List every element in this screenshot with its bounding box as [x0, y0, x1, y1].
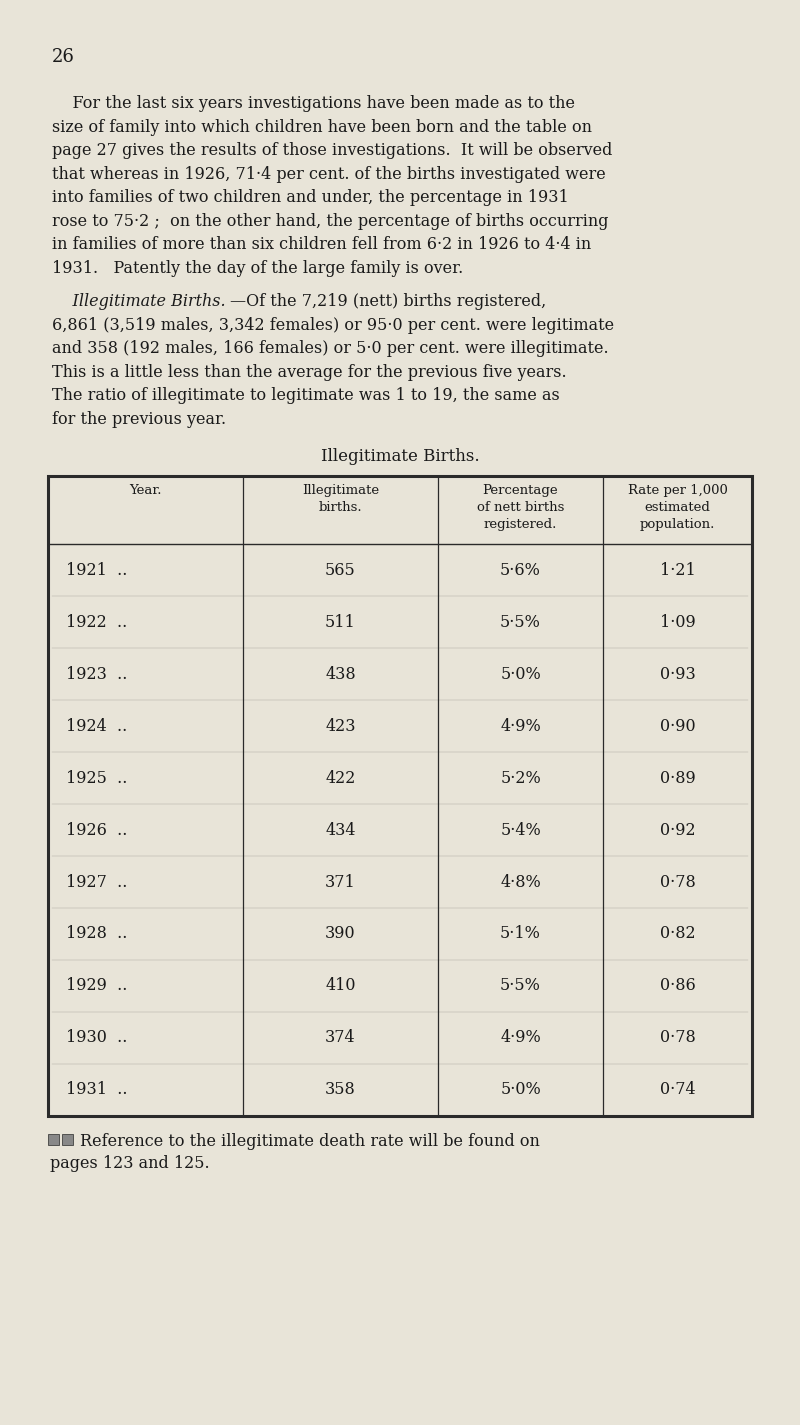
Text: 0·89: 0·89 — [660, 770, 695, 787]
Text: This is a little less than the average for the previous five years.: This is a little less than the average f… — [52, 363, 566, 380]
Text: 5·6%: 5·6% — [500, 561, 541, 579]
Text: 1926  ..: 1926 .. — [66, 821, 127, 838]
Text: 5·1%: 5·1% — [500, 925, 541, 942]
Text: Illegitimate Births.: Illegitimate Births. — [321, 447, 479, 465]
Text: 410: 410 — [326, 978, 356, 995]
Text: 0·92: 0·92 — [660, 821, 695, 838]
Text: 1931  ..: 1931 .. — [66, 1082, 127, 1099]
Text: 434: 434 — [326, 821, 356, 838]
Text: 0·78: 0·78 — [660, 874, 695, 891]
Text: 5·2%: 5·2% — [500, 770, 541, 787]
Text: in families of more than six children fell from 6·2 in 1926 to 4·4 in: in families of more than six children fe… — [52, 237, 591, 254]
Bar — [62, 1134, 73, 1146]
Text: Year.: Year. — [130, 485, 162, 497]
Text: 438: 438 — [325, 665, 356, 683]
Text: 0·93: 0·93 — [660, 665, 695, 683]
Text: that whereas in 1926, 71·4 per cent. of the births investigated were: that whereas in 1926, 71·4 per cent. of … — [52, 165, 606, 182]
Text: size of family into which children have been born and the table on: size of family into which children have … — [52, 118, 592, 135]
Text: 1931.   Patently the day of the large family is over.: 1931. Patently the day of the large fami… — [52, 259, 463, 276]
Text: 1·21: 1·21 — [660, 561, 695, 579]
Text: into families of two children and under, the percentage in 1931: into families of two children and under,… — [52, 190, 569, 207]
Text: 5·5%: 5·5% — [500, 978, 541, 995]
Text: 1927  ..: 1927 .. — [66, 874, 127, 891]
Text: for the previous year.: for the previous year. — [52, 410, 226, 428]
Text: pages 123 and 125.: pages 123 and 125. — [50, 1156, 210, 1173]
Text: For the last six years investigations have been made as to the: For the last six years investigations ha… — [52, 95, 575, 113]
Text: 1923  ..: 1923 .. — [66, 665, 127, 683]
Text: 5·4%: 5·4% — [500, 821, 541, 838]
Text: 0·74: 0·74 — [660, 1082, 695, 1099]
Text: 1922  ..: 1922 .. — [66, 614, 127, 630]
Text: The ratio of illegitimate to legitimate was 1 to 19, the same as: The ratio of illegitimate to legitimate … — [52, 388, 560, 405]
Text: 1925  ..: 1925 .. — [66, 770, 127, 787]
Text: 0·90: 0·90 — [660, 718, 695, 734]
Text: 422: 422 — [326, 770, 356, 787]
Text: 371: 371 — [325, 874, 356, 891]
Text: 4·9%: 4·9% — [500, 1029, 541, 1046]
Text: 5·5%: 5·5% — [500, 614, 541, 630]
Text: 423: 423 — [326, 718, 356, 734]
Text: 511: 511 — [325, 614, 356, 630]
Text: Rate per 1,000
estimated
population.: Rate per 1,000 estimated population. — [627, 485, 727, 532]
Text: —Of the 7,219 (nett) births registered,: —Of the 7,219 (nett) births registered, — [230, 294, 546, 311]
Text: 1924  ..: 1924 .. — [66, 718, 127, 734]
Text: 374: 374 — [325, 1029, 356, 1046]
Text: page 27 gives the results of those investigations.  It will be observed: page 27 gives the results of those inves… — [52, 142, 612, 160]
Text: rose to 75·2 ;  on the other hand, the percentage of births occurring: rose to 75·2 ; on the other hand, the pe… — [52, 212, 609, 229]
Text: Illegitimate Births.: Illegitimate Births. — [52, 294, 226, 311]
Text: 358: 358 — [325, 1082, 356, 1099]
Text: 390: 390 — [325, 925, 356, 942]
Text: 4·9%: 4·9% — [500, 718, 541, 734]
Text: 4·8%: 4·8% — [500, 874, 541, 891]
Text: 0·82: 0·82 — [660, 925, 695, 942]
Text: and 358 (192 males, 166 females) or 5·0 per cent. were illegitimate.: and 358 (192 males, 166 females) or 5·0 … — [52, 341, 609, 358]
Text: 26: 26 — [52, 48, 75, 66]
Bar — [48, 476, 752, 1116]
Text: 1921  ..: 1921 .. — [66, 561, 127, 579]
Text: 1·09: 1·09 — [660, 614, 695, 630]
Text: 1930  ..: 1930 .. — [66, 1029, 127, 1046]
Bar — [48, 1134, 59, 1146]
Text: 1928  ..: 1928 .. — [66, 925, 127, 942]
Text: 0·86: 0·86 — [660, 978, 695, 995]
Text: Percentage
of nett births
registered.: Percentage of nett births registered. — [477, 485, 564, 532]
Text: 5·0%: 5·0% — [500, 1082, 541, 1099]
Text: 565: 565 — [325, 561, 356, 579]
Text: Reference to the illegitimate death rate will be found on: Reference to the illegitimate death rate… — [80, 1133, 540, 1150]
Text: 1929  ..: 1929 .. — [66, 978, 127, 995]
Text: Illegitimate
births.: Illegitimate births. — [302, 485, 379, 514]
Text: 0·78: 0·78 — [660, 1029, 695, 1046]
Text: 5·0%: 5·0% — [500, 665, 541, 683]
Text: 6,861 (3,519 males, 3,342 females) or 95·0 per cent. were legitimate: 6,861 (3,519 males, 3,342 females) or 95… — [52, 316, 614, 333]
